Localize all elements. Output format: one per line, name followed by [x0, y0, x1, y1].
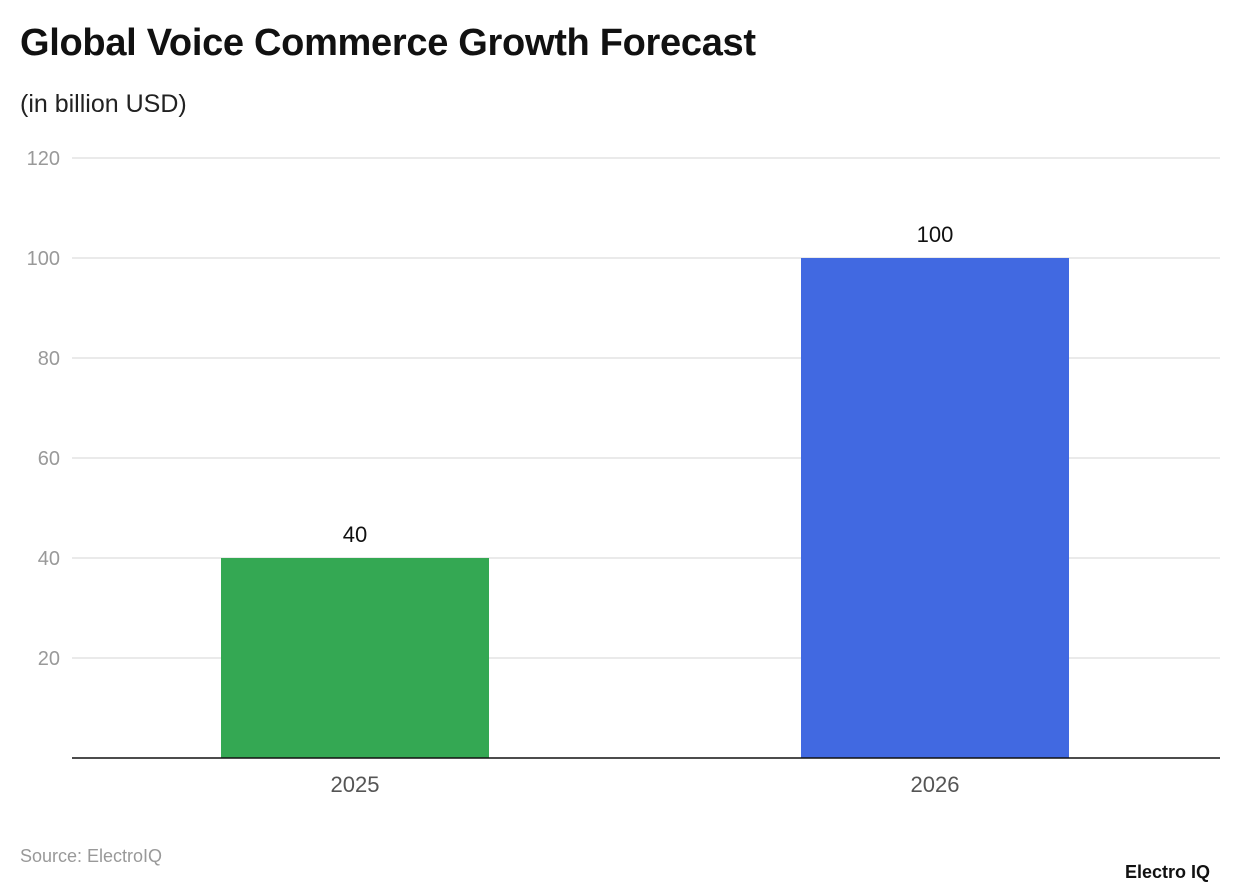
y-tick-label: 80 — [38, 348, 60, 370]
y-tick-label: 20 — [38, 648, 60, 670]
chart-title: Global Voice Commerce Growth Forecast — [20, 22, 756, 64]
bar-2026 — [801, 258, 1069, 758]
chart-subtitle: (in billion USD) — [20, 90, 187, 118]
bar-2025 — [221, 558, 489, 758]
source-note: Source: ElectroIQ — [20, 846, 163, 866]
x-tick-label: 2025 — [331, 772, 380, 797]
electroiq-logo: Electro IQ — [1124, 862, 1210, 882]
y-tick-label: 40 — [38, 548, 60, 570]
y-tick-label: 120 — [27, 148, 60, 170]
y-tick-label: 100 — [27, 248, 60, 270]
x-tick-label: 2026 — [911, 772, 960, 797]
y-tick-label: 60 — [38, 448, 60, 470]
data-label: 40 — [343, 522, 367, 547]
data-label: 100 — [917, 222, 954, 247]
